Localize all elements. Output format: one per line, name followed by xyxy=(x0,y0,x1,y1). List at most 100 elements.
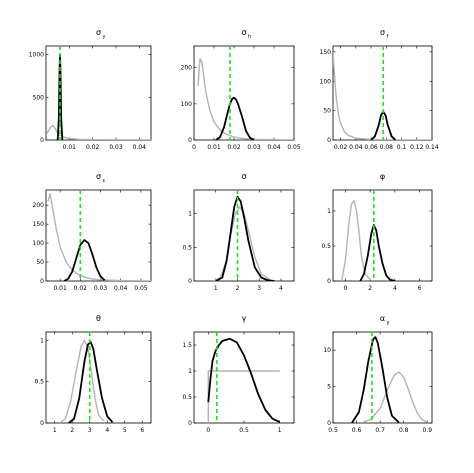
x-tick-label: 0.08 xyxy=(380,144,394,151)
chart-panel: σ ε 0.01 0.02 0.03 0.04 0.05 0 50 100 150 200 xyxy=(33,172,152,292)
posterior-density-line xyxy=(359,224,396,281)
x-tick-label: 5 xyxy=(123,427,127,434)
prior-density-line xyxy=(361,371,428,423)
panel-title: σ xyxy=(380,28,385,37)
x-tick-label: 0.14 xyxy=(425,144,439,151)
x-tick-label: 0 xyxy=(206,427,210,434)
x-tick-label: 1 xyxy=(214,285,218,292)
y-tick-label: 0 xyxy=(327,137,331,144)
x-tick-label: 3 xyxy=(88,427,92,434)
x-tick-label: 0 xyxy=(343,285,347,292)
x-tick-label: 2 xyxy=(70,427,74,434)
x-tick-label: 0 xyxy=(192,144,196,151)
x-tick-label: 0.02 xyxy=(86,144,100,151)
panel-title-subscript: y xyxy=(387,320,390,326)
panel-title: α xyxy=(380,314,385,323)
y-tick-label: 1 xyxy=(188,368,192,375)
y-tick-label: 5 xyxy=(327,384,331,391)
y-tick-label: 0 xyxy=(188,137,192,144)
y-tick-label: 0 xyxy=(327,278,331,285)
panel-title: φ xyxy=(380,172,385,181)
x-tick-label: 0.04 xyxy=(349,144,363,151)
x-tick-label: 0.01 xyxy=(63,144,77,151)
chart-panel: φ 0 2 4 6 0 0.5 1 xyxy=(321,172,433,292)
y-tick-label: 0.5 xyxy=(321,243,331,250)
x-tick-label: 0.01 xyxy=(207,144,221,151)
x-tick-label: 4 xyxy=(279,285,283,292)
posterior-density-line xyxy=(215,195,275,281)
axis-frame xyxy=(193,45,295,141)
panel-title-subscript: h xyxy=(248,34,251,40)
x-tick-label: 6 xyxy=(140,427,144,434)
y-tick-label: 1.5 xyxy=(182,342,192,349)
y-tick-label: 100 xyxy=(33,240,45,247)
panel-title-subscript: ε xyxy=(103,178,106,184)
x-tick-label: 1 xyxy=(278,427,282,434)
y-tick-label: 0 xyxy=(188,420,192,427)
y-tick-label: 50 xyxy=(323,108,331,115)
prior-density-line xyxy=(59,339,105,423)
panel-title: σ xyxy=(96,28,101,37)
x-tick-label: 0.03 xyxy=(247,144,261,151)
y-tick-label: 0.5 xyxy=(182,394,192,401)
chart-panel: σ y 0.01 0.02 0.03 0.04 0 500 1000 xyxy=(29,28,152,151)
posterior-density-line xyxy=(68,341,114,423)
x-tick-label: 4 xyxy=(105,427,109,434)
chart-panel: σ f 0.02 0.04 0.06 0.08 0.1 0.12 0.14 0 50 100 150 xyxy=(320,28,439,151)
chart-panel: σ h 0 0.01 0.02 0.03 0.04 0.05 0 100 200 xyxy=(181,28,301,151)
prior-density-line xyxy=(207,370,280,423)
prior-density-line xyxy=(340,199,371,281)
x-tick-label: 0.01 xyxy=(53,285,67,292)
panel-title: σ xyxy=(241,28,246,37)
x-tick-label: 1 xyxy=(53,427,57,434)
x-tick-label: 0.8 xyxy=(399,427,409,434)
panel-title: γ xyxy=(242,314,247,323)
x-tick-label: 0.1 xyxy=(397,144,407,151)
y-tick-label: 0 xyxy=(40,137,44,144)
y-tick-label: 150 xyxy=(33,221,45,228)
prior-density-line xyxy=(213,206,271,281)
panel-title: θ xyxy=(96,314,101,323)
y-tick-label: 100 xyxy=(181,101,193,108)
x-tick-label: 0.9 xyxy=(423,427,433,434)
y-tick-label: 50 xyxy=(36,259,44,266)
y-tick-label: 10 xyxy=(323,347,331,354)
x-tick-label: 0.03 xyxy=(109,144,123,151)
x-tick-label: 0.04 xyxy=(133,144,147,151)
x-tick-label: 0.5 xyxy=(328,427,338,434)
axis-frame xyxy=(45,189,152,282)
chart-panel: σ 1 2 3 4 0 0.5 1 xyxy=(182,172,295,292)
y-tick-label: 0.5 xyxy=(182,244,192,251)
panel-title-subscript: f xyxy=(387,34,389,40)
posterior-density-line xyxy=(351,336,400,423)
chart-panel: α y 0.5 0.6 0.7 0.8 0.9 0 5 10 xyxy=(323,314,433,434)
chart-panel: θ 1 2 3 4 5 6 0 0.5 1 xyxy=(34,314,152,434)
panel-title: σ xyxy=(241,172,246,181)
x-tick-label: 0.12 xyxy=(410,144,424,151)
y-tick-label: 1000 xyxy=(29,52,44,59)
y-tick-label: 0.5 xyxy=(34,379,44,386)
x-tick-label: 0.5 xyxy=(239,427,249,434)
x-tick-label: 0.02 xyxy=(334,144,348,151)
axis-frame xyxy=(332,331,433,424)
x-tick-label: 2 xyxy=(368,285,372,292)
prior-density-line xyxy=(47,193,151,281)
panel-title-subscript: y xyxy=(103,34,106,40)
y-tick-label: 100 xyxy=(320,78,332,85)
prior-density-line xyxy=(333,51,432,140)
y-tick-label: 1 xyxy=(40,337,44,344)
x-tick-label: 0.7 xyxy=(375,427,385,434)
x-tick-label: 0.04 xyxy=(267,144,281,151)
chart-panel: γ 0 0.5 1 0 0.5 1 1.5 xyxy=(182,314,295,434)
y-tick-label: 1 xyxy=(188,211,192,218)
y-tick-label: 500 xyxy=(33,94,45,101)
y-tick-label: 200 xyxy=(181,65,193,72)
axis-frame xyxy=(332,189,433,282)
x-tick-label: 0.06 xyxy=(364,144,378,151)
posterior-density-line xyxy=(215,96,255,140)
y-tick-label: 0 xyxy=(40,278,44,285)
posterior-density-line xyxy=(207,337,281,423)
x-tick-label: 3 xyxy=(257,285,261,292)
y-tick-label: 0 xyxy=(327,420,331,427)
